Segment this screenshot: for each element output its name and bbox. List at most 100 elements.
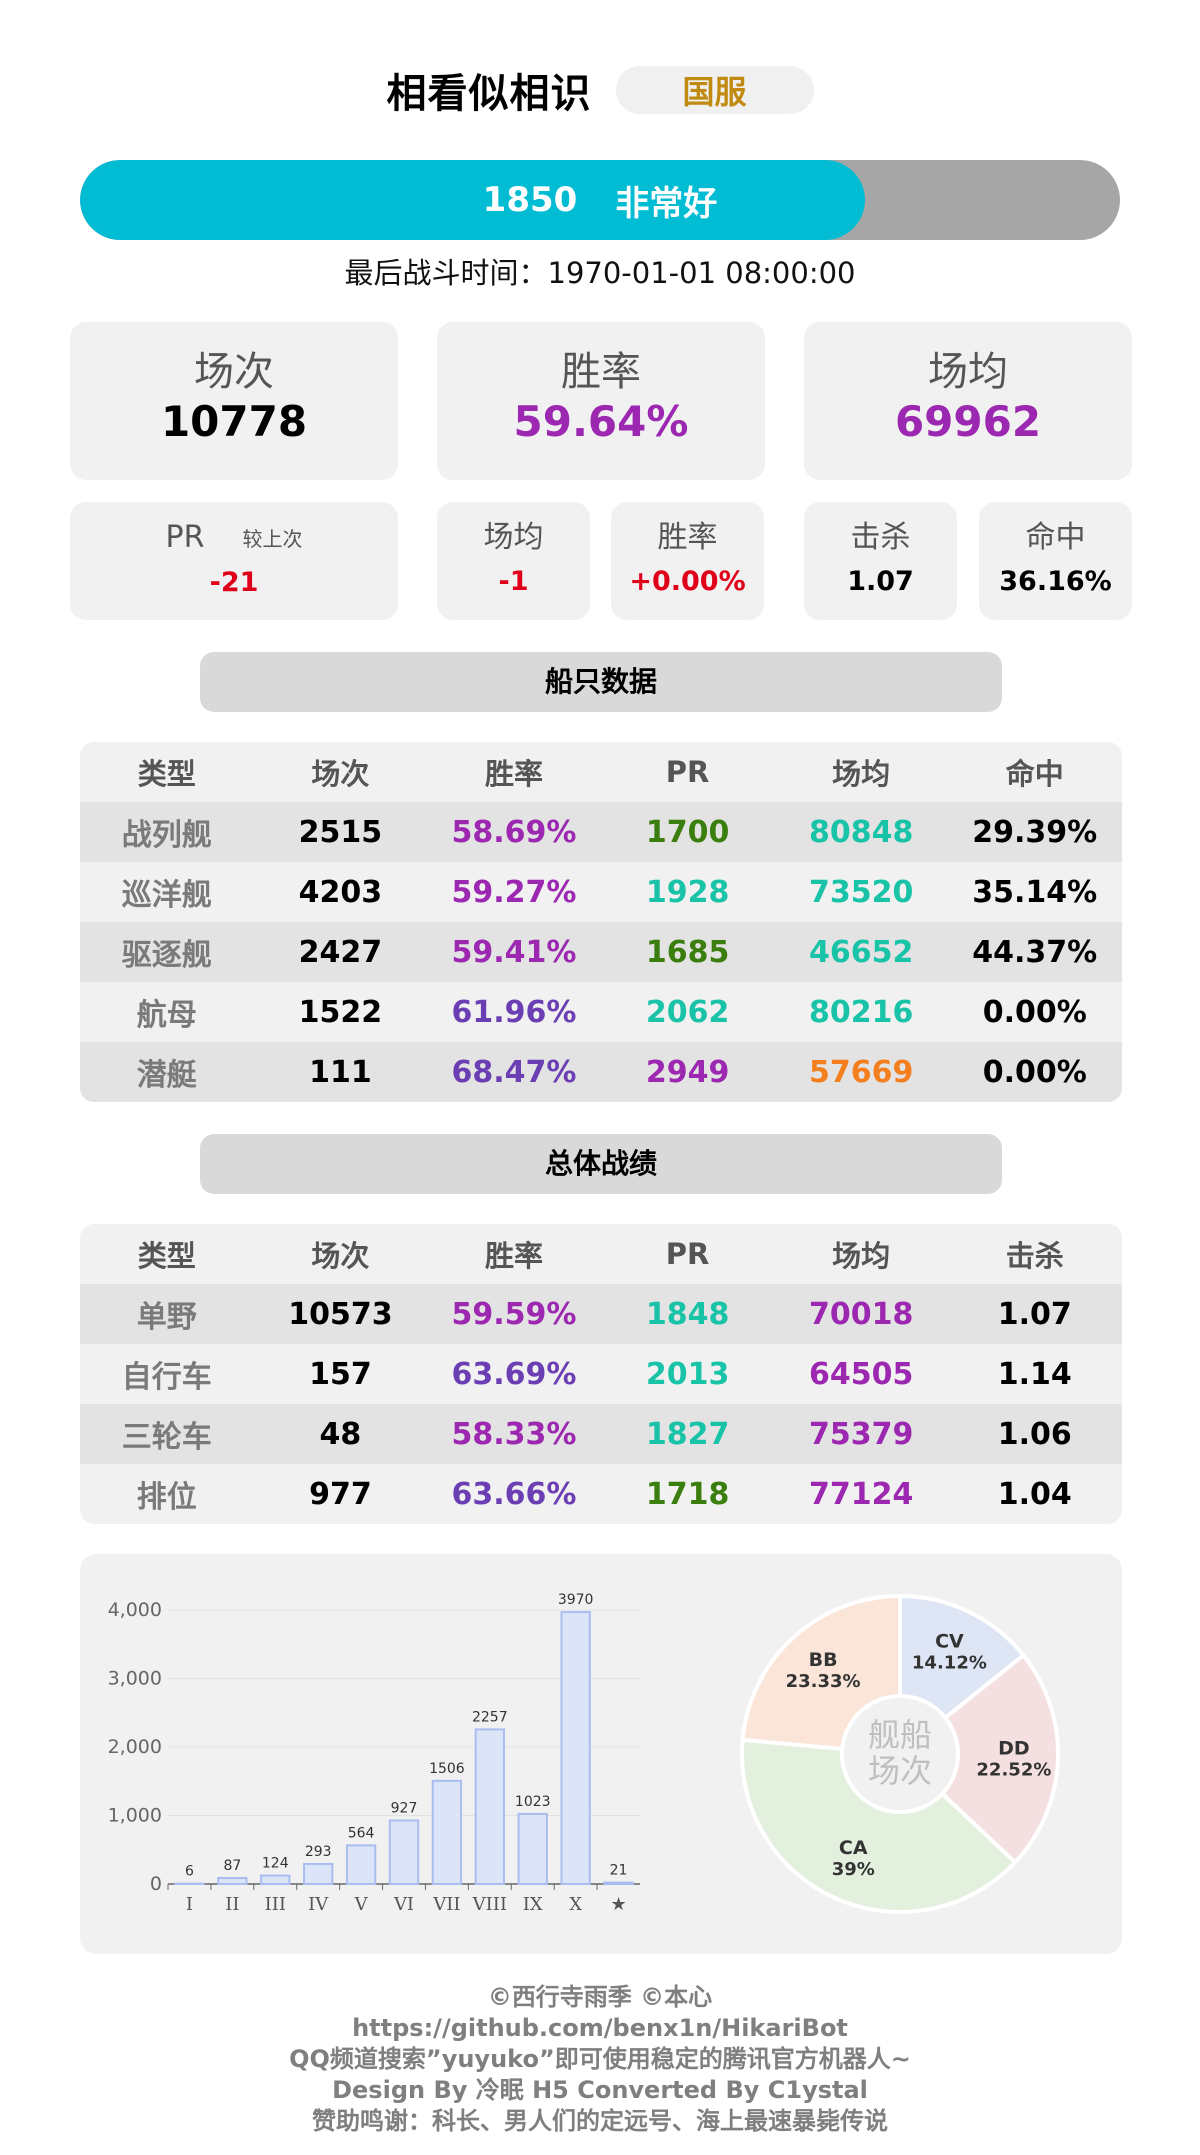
table-cell: 58.69% [451,814,577,850]
bar [431,1779,463,1886]
header-cell: 类型 [137,757,196,791]
table-cell: 61.96% [451,994,577,1030]
table-row: 战列舰 2515 58.69% 1700 80848 29.39% [80,802,1122,862]
winrate-change-label: 胜率 [657,520,718,555]
table-row: 潜艇 111 68.47% 2949 57669 0.00% [80,1042,1122,1102]
pie-slice-cv [898,1593,1027,1721]
bar [603,1881,634,1885]
header-cell: 场次 [311,757,370,791]
pie-slice-dd [939,1652,1060,1866]
table-cell: 75379 [808,1416,914,1452]
player-name: 相看似相识 [386,71,592,117]
row-type-cell: 单野 [136,1300,197,1335]
chart-panel: 0 1,000 2,000 3,000 4,000 6 I 87 II 124 III 293 IV 56… [80,1554,1122,1954]
overall-table: 类型 场次 胜率 PR 场均 击杀 单野 10573 59.59% 1848 70018… [80,1224,1122,1524]
pie-center-label: 舰船 [868,1716,932,1754]
footer-line: https://github.com/benx1n/HikariBot [352,2014,848,2042]
table-cell: 57669 [808,1054,914,1090]
damage-change-value: -1 [498,566,529,597]
table-cell: 0.00% [982,1054,1087,1090]
pie-center-label: 场次 [868,1752,932,1790]
avg-damage-value: 69962 [894,397,1042,446]
header-cell: 胜率 [484,757,543,791]
table-row: 巡洋舰 4203 59.27% 1928 73520 35.14% [80,862,1122,922]
table-cell: 1.04 [997,1476,1072,1512]
row-type-cell: 驱逐舰 [121,938,212,973]
header: 相看似相识 国服 [0,60,1200,120]
header-cell: 场均 [832,1239,891,1273]
pie-label-name: CV [935,1630,964,1652]
hit-label: 命中 [1025,520,1086,555]
pr-change-label: PR [165,520,205,555]
pr-change-card: PR 较上次 -21 [70,502,398,620]
x-tick-label: VII [432,1894,460,1915]
winrate-value: 59.64% [513,397,689,446]
tier-bar-chart: 0 1,000 2,000 3,000 4,000 6 I 87 II 124 III 293 IV 56… [108,1592,640,1915]
table-cell: 1848 [645,1296,730,1332]
winrate-card: 胜率 59.64% [437,322,765,480]
row-type-cell: 战列舰 [121,818,212,853]
table-cell: 10573 [288,1296,393,1332]
table-cell: 80216 [808,994,914,1030]
header-cell: 命中 [1005,757,1064,791]
x-tick-label: I [186,1894,193,1915]
table-cell: 1.14 [997,1356,1072,1392]
header-cell: 击杀 [1005,1239,1064,1273]
header-cell: 类型 [137,1239,196,1273]
table-cell: 64505 [808,1356,914,1392]
pie-label-name: DD [998,1738,1030,1760]
bar-value-label: 3970 [558,1592,594,1608]
table-cell: 59.41% [451,934,577,970]
bar-value-label: 2257 [472,1709,508,1725]
table-row: 驱逐舰 2427 59.41% 1685 46652 44.37% [80,922,1122,982]
table-cell: 80848 [808,814,914,850]
header-cell: 场次 [311,1239,370,1273]
row-type-cell: 自行车 [121,1360,212,1395]
y-tick-label: 2,000 [108,1736,162,1758]
footer-line: 赞助鸣谢：科长、男人们的定远号、海上最速暴毙传说 [312,2107,888,2135]
pr-rating: 非常好 [615,183,718,224]
pr-value: 1850 [482,180,578,220]
table-row: 单野 10573 59.59% 1848 70018 1.07 [80,1284,1122,1344]
bar [388,1819,420,1885]
battles-card: 场次 10778 [70,322,398,480]
bar-value-label: 927 [391,1801,418,1817]
y-tick-label: 4,000 [108,1599,162,1621]
pie-label-percent: 22.52% [976,1760,1051,1781]
table-cell: 2949 [645,1054,730,1090]
table-cell: 73520 [808,874,914,910]
avg-damage-label: 场均 [928,349,1008,395]
header-cell: 场均 [832,757,891,791]
x-tick-label: ★ [610,1894,626,1915]
table-cell: 2062 [645,994,730,1030]
bar-value-label: 1506 [429,1761,465,1777]
x-tick-label: V [354,1894,369,1915]
damage-change-label: 场均 [483,520,544,555]
table-cell: 58.33% [451,1416,577,1452]
winrate-change-value: +0.00% [629,566,746,597]
avg-damage-card: 场均 69962 [804,322,1132,480]
table-cell: 1827 [645,1416,730,1452]
table-cell: 4203 [298,874,383,910]
table-cell: 157 [309,1356,372,1392]
table-cell: 29.39% [972,814,1098,850]
table-cell: 2515 [298,814,383,850]
kills-card: 击杀 1.07 [804,502,957,620]
table-cell: 70018 [808,1296,914,1332]
table-cell: 63.69% [451,1356,577,1392]
pr-bar-text: 1850 非常好 [80,160,1120,240]
bar [345,1844,377,1885]
footer-line: ©西行寺雨季 ©本心 [487,1983,713,2011]
overall-section-title: 总体战绩 [200,1134,1002,1194]
ship-section-title: 船只数据 [200,652,1002,712]
table-cell: 1928 [645,874,730,910]
pie-label-percent: 23.33% [786,1671,861,1692]
bar [303,1862,334,1886]
header-cell: PR [665,755,710,789]
table-cell: 68.47% [451,1054,577,1090]
hit-value: 36.16% [999,566,1112,597]
table-cell: 48 [319,1416,362,1452]
bar-value-label: 124 [262,1856,289,1872]
x-tick-label: III [265,1894,286,1915]
